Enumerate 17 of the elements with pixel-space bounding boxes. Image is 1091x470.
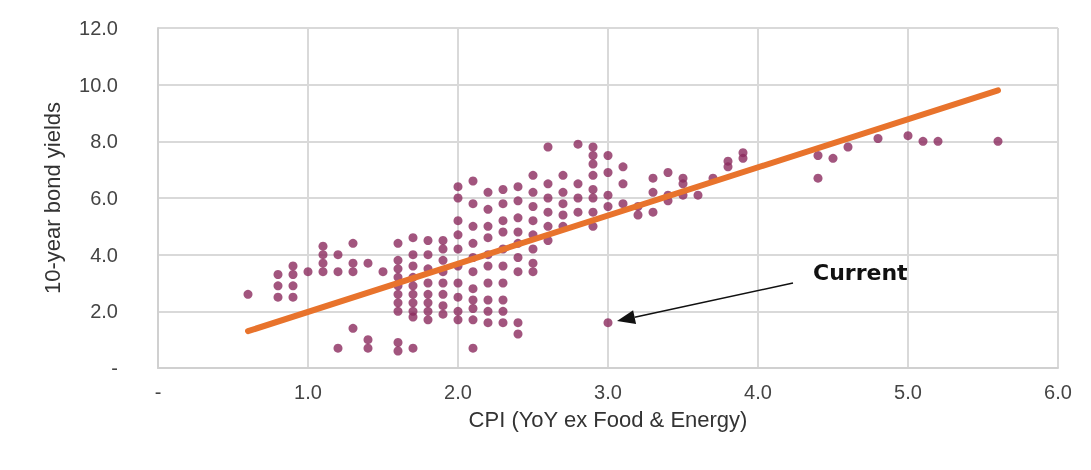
y-tick-label: 2.0 bbox=[90, 300, 118, 323]
x-axis-title: CPI (YoY ex Food & Energy) bbox=[468, 406, 748, 432]
x-tick-label: 2.0 bbox=[444, 381, 472, 403]
y-tick-label: 10.0 bbox=[79, 73, 118, 96]
x-tick-label: 5.0 bbox=[894, 381, 922, 403]
x-tick-label: 6.0 bbox=[1044, 381, 1072, 403]
x-tick-label: 3.0 bbox=[594, 381, 622, 403]
y-tick-label: 12.0 bbox=[79, 17, 118, 39]
x-tick-label: 1.0 bbox=[294, 381, 322, 403]
x-tick-label: 4.0 bbox=[744, 381, 772, 403]
y-tick-label: 4.0 bbox=[90, 243, 118, 266]
y-tick-label: - bbox=[111, 357, 118, 379]
y-tick-label: 8.0 bbox=[90, 130, 118, 153]
y-tick-label: 6.0 bbox=[90, 187, 118, 209]
x-tick-label: - bbox=[154, 381, 162, 403]
y-axis-title: 10-year bond yields bbox=[39, 101, 65, 295]
annotation: Current bbox=[813, 259, 909, 285]
